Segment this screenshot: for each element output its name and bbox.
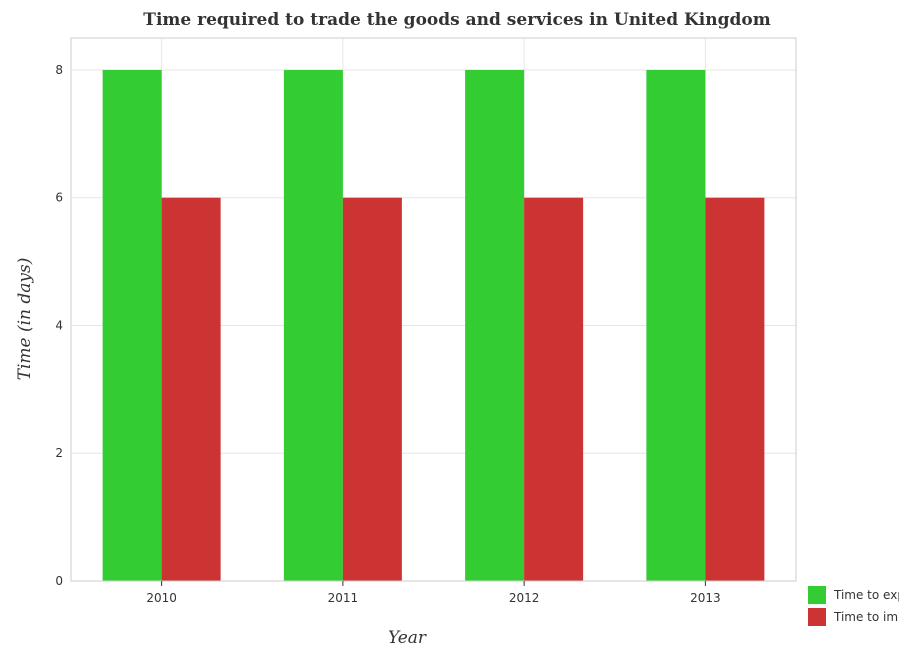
x-tick-label: 2012 (509, 591, 540, 605)
bar-time-to-import-2012 (524, 197, 584, 582)
bars (102, 69, 765, 582)
y-axis-label: Time (in days) (15, 258, 35, 381)
legend-swatch (808, 586, 826, 604)
bar-time-to-export-2013 (646, 69, 706, 582)
plot-frame (70, 37, 797, 582)
y-tick-labels: 0 2 4 6 8 (55, 63, 63, 588)
x-tick-label: 2011 (328, 591, 359, 605)
legend: Time to export Time to import (808, 586, 899, 626)
bar-time-to-import-2013 (705, 197, 765, 582)
bar-time-to-export-2011 (283, 69, 343, 582)
x-tick-labels: 2010 2011 2012 2013 (146, 581, 721, 605)
x-tick-label: 2010 (146, 591, 177, 605)
y-tick-label: 0 (55, 574, 63, 588)
bar-time-to-export-2010 (102, 69, 162, 582)
bar-time-to-export-2012 (465, 69, 525, 582)
x-tick-label: 2013 (690, 591, 721, 605)
legend-label: Time to export (833, 588, 899, 602)
legend-label: Time to import (833, 610, 899, 624)
y-tick-label: 4 (55, 318, 63, 332)
y-tick-label: 2 (55, 446, 63, 460)
x-axis-label: Year (388, 628, 427, 648)
legend-swatch (808, 608, 826, 626)
chart-title: Time required to trade the goods and ser… (143, 10, 770, 30)
bar-time-to-import-2010 (161, 197, 221, 582)
y-tick-label: 8 (55, 63, 63, 77)
y-tick-label: 6 (55, 191, 63, 205)
bar-time-to-import-2011 (342, 197, 402, 582)
